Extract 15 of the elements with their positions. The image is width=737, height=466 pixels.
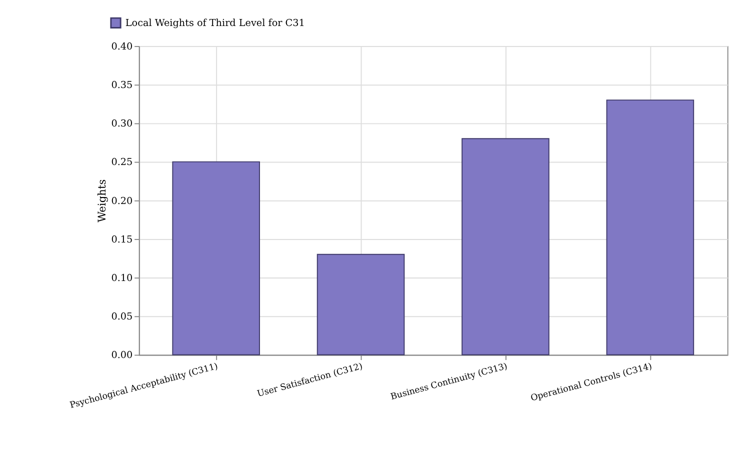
y-tick-label: 0.35 xyxy=(111,80,133,92)
y-tick-label: 0.15 xyxy=(111,234,133,246)
y-axis-title: Weights xyxy=(95,179,108,222)
bar xyxy=(172,161,260,356)
y-tick-label: 0.25 xyxy=(111,157,133,168)
y-tick-label: 0.30 xyxy=(111,118,133,130)
bar xyxy=(316,254,405,356)
y-tick-label: 0.00 xyxy=(111,350,133,362)
bar xyxy=(606,100,694,356)
y-tick-label: 0.10 xyxy=(111,272,133,284)
y-tick-label: 0.40 xyxy=(111,41,133,52)
y-tick-label: 0.05 xyxy=(111,312,133,323)
bar xyxy=(462,138,550,356)
y-tick-label: 0.20 xyxy=(111,196,133,207)
legend-label: Local Weights of Third Level for C31 xyxy=(125,18,305,29)
